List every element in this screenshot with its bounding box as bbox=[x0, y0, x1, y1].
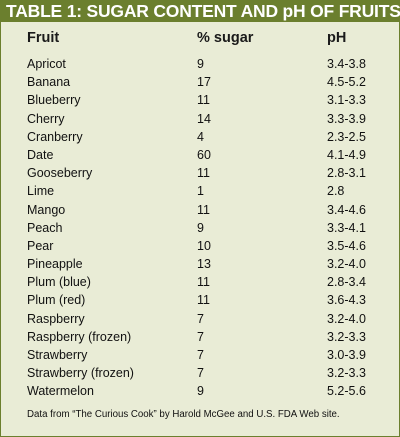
cell-ph: 3.4-4.6 bbox=[327, 202, 366, 217]
cell-fruit: Pineapple bbox=[27, 257, 83, 272]
table-row: Apricot 9 3.4-3.8 bbox=[1, 55, 400, 73]
table-row: Lime 1 2.8 bbox=[1, 182, 400, 200]
table-row: Plum (blue) 11 2.8-3.4 bbox=[1, 273, 400, 291]
table-row: Raspberry (frozen) 7 3.2-3.3 bbox=[1, 328, 400, 346]
table-row: Strawberry 7 3.0-3.9 bbox=[1, 346, 400, 364]
cell-fruit: Raspberry (frozen) bbox=[27, 329, 132, 344]
cell-sugar: 9 bbox=[197, 220, 204, 235]
cell-sugar: 11 bbox=[197, 275, 210, 290]
cell-sugar: 7 bbox=[197, 329, 204, 344]
cell-sugar: 14 bbox=[197, 111, 211, 126]
table-body: Apricot 9 3.4-3.8 Banana 17 4.5-5.2 Blueberry 1… bbox=[1, 55, 400, 401]
cell-fruit: Strawberry (frozen) bbox=[27, 366, 134, 381]
table-row: Pear 10 3.5-4.6 bbox=[1, 237, 400, 255]
table-footnote: Data from “The Curious Cook” by Harold M… bbox=[27, 409, 340, 420]
cell-sugar: 7 bbox=[197, 311, 204, 326]
cell-fruit: Gooseberry bbox=[27, 166, 93, 181]
cell-sugar: 60 bbox=[197, 147, 211, 162]
table-row: Date 60 4.1-4.9 bbox=[1, 146, 400, 164]
table-row: Raspberry 7 3.2-4.0 bbox=[1, 310, 400, 328]
table-row: Cherry 14 3.3-3.9 bbox=[1, 110, 400, 128]
table-title: TABLE 1: SUGAR CONTENT AND pH OF FRUITS bbox=[0, 0, 400, 22]
cell-fruit: Cherry bbox=[27, 111, 65, 126]
cell-sugar: 11 bbox=[197, 166, 210, 181]
cell-fruit: Plum (blue) bbox=[27, 275, 91, 290]
column-header-fruit: Fruit bbox=[27, 30, 60, 46]
cell-fruit: Pear bbox=[27, 238, 54, 253]
table-row: Pineapple 13 3.2-4.0 bbox=[1, 255, 400, 273]
cell-fruit: Lime bbox=[27, 184, 55, 199]
table-panel: Fruit % sugar pH Apricot 9 3.4-3.8 Banana 17… bbox=[0, 22, 400, 437]
cell-ph: 2.8 bbox=[327, 184, 345, 199]
table-row: Mango 11 3.4-4.6 bbox=[1, 201, 400, 219]
cell-ph: 4.5-5.2 bbox=[327, 75, 366, 90]
cell-fruit: Date bbox=[27, 147, 54, 162]
cell-sugar: 7 bbox=[197, 366, 204, 381]
cell-sugar: 11 bbox=[197, 202, 210, 217]
table-row: Gooseberry 11 2.8-3.1 bbox=[1, 164, 400, 182]
table-row: Blueberry 11 3.1-3.3 bbox=[1, 91, 400, 109]
cell-sugar: 10 bbox=[197, 238, 211, 253]
cell-fruit: Cranberry bbox=[27, 129, 83, 144]
cell-ph: 3.5-4.6 bbox=[327, 238, 366, 253]
cell-fruit: Watermelon bbox=[27, 384, 94, 399]
cell-ph: 2.8-3.1 bbox=[327, 166, 366, 181]
column-header-ph: pH bbox=[327, 30, 347, 46]
cell-sugar: 17 bbox=[197, 75, 211, 90]
cell-ph: 3.3-4.1 bbox=[327, 220, 366, 235]
table-row: Watermelon 9 5.2-5.6 bbox=[1, 382, 400, 400]
cell-sugar: 11 bbox=[197, 93, 210, 108]
cell-ph: 3.6-4.3 bbox=[327, 293, 366, 308]
cell-sugar: 7 bbox=[197, 348, 204, 362]
table-row: Strawberry (frozen) 7 3.2-3.3 bbox=[1, 364, 400, 382]
cell-sugar: 9 bbox=[197, 384, 204, 399]
table-row: Plum (red) 11 3.6-4.3 bbox=[1, 291, 400, 309]
cell-ph: 3.3-3.9 bbox=[327, 111, 366, 126]
cell-fruit: Strawberry bbox=[27, 348, 88, 362]
cell-ph: 3.1-3.3 bbox=[327, 93, 366, 108]
cell-ph: 3.2-3.3 bbox=[327, 366, 366, 381]
cell-fruit: Peach bbox=[27, 220, 63, 235]
cell-ph: 3.0-3.9 bbox=[327, 348, 366, 362]
cell-ph: 2.8-3.4 bbox=[327, 275, 366, 290]
table-row: Banana 17 4.5-5.2 bbox=[1, 73, 400, 91]
table-row: Cranberry 4 2.3-2.5 bbox=[1, 128, 400, 146]
cell-sugar: 9 bbox=[197, 57, 204, 71]
cell-sugar: 11 bbox=[197, 293, 210, 308]
cell-fruit: Raspberry bbox=[27, 311, 85, 326]
cell-ph: 3.4-3.8 bbox=[327, 57, 366, 71]
cell-ph: 3.2-4.0 bbox=[327, 311, 366, 326]
cell-sugar: 13 bbox=[197, 257, 211, 272]
cell-fruit: Banana bbox=[27, 75, 71, 90]
cell-ph: 2.3-2.5 bbox=[327, 129, 366, 144]
cell-fruit: Apricot bbox=[27, 57, 66, 71]
cell-fruit: Blueberry bbox=[27, 93, 81, 108]
cell-sugar: 4 bbox=[197, 129, 204, 144]
cell-ph: 5.2-5.6 bbox=[327, 384, 366, 399]
cell-fruit: Plum (red) bbox=[27, 293, 86, 308]
cell-ph: 4.1-4.9 bbox=[327, 147, 366, 162]
cell-ph: 3.2-4.0 bbox=[327, 257, 366, 272]
cell-ph: 3.2-3.3 bbox=[327, 329, 366, 344]
column-header-sugar: % sugar bbox=[197, 30, 254, 46]
table-row: Peach 9 3.3-4.1 bbox=[1, 219, 400, 237]
cell-sugar: 1 bbox=[197, 184, 204, 199]
cell-fruit: Mango bbox=[27, 202, 66, 217]
